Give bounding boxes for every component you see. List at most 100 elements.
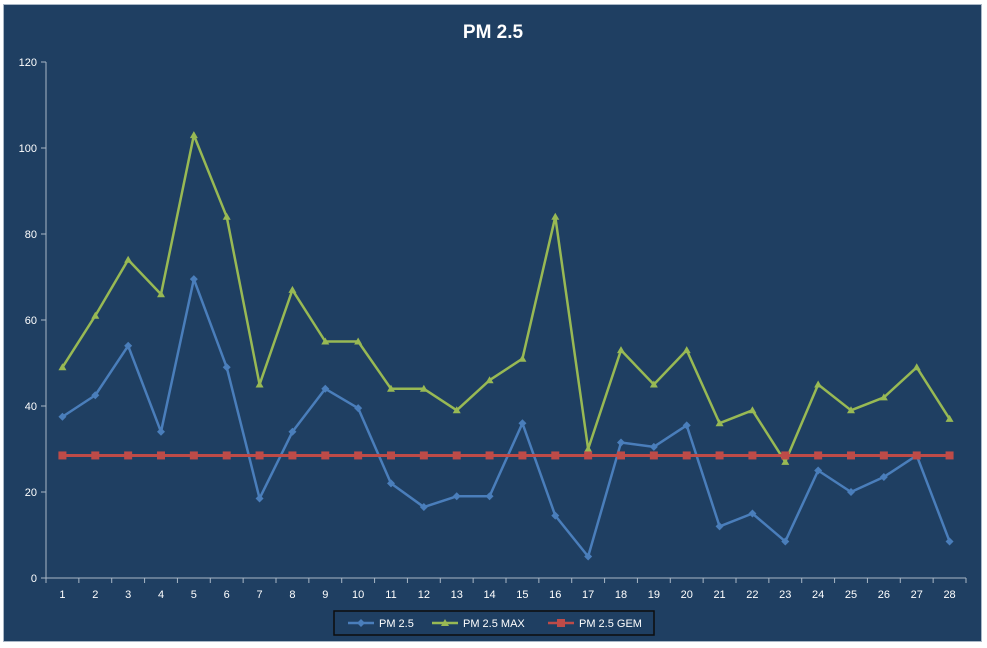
data-point [387, 451, 395, 460]
data-point [288, 427, 297, 436]
data-point [584, 552, 593, 561]
y-tick-label: 100 [19, 143, 37, 155]
data-point [518, 354, 527, 362]
data-point [189, 131, 198, 139]
x-tick-label: 11 [385, 589, 396, 601]
data-point [584, 451, 593, 460]
data-point [189, 451, 198, 460]
data-point [551, 212, 560, 220]
legend-label: PM 2.5 MAX [463, 618, 525, 630]
series-1 [58, 275, 954, 561]
data-point [124, 451, 133, 460]
data-point [419, 451, 428, 460]
data-point [649, 442, 658, 451]
data-point [58, 412, 67, 421]
data-point [781, 457, 790, 465]
data-point [682, 421, 691, 430]
x-tick-label: 6 [224, 589, 230, 601]
data-point [91, 451, 100, 460]
data-point [354, 404, 363, 413]
y-tick-label: 120 [19, 57, 37, 69]
data-point [387, 384, 395, 392]
data-point [584, 445, 593, 452]
legend-entry: PM 2.5 GEM [548, 618, 642, 630]
data-point [715, 522, 724, 531]
data-point [124, 255, 133, 263]
data-point [748, 451, 757, 460]
data-point [617, 451, 625, 460]
legend-box [333, 610, 655, 636]
x-tick-label: 13 [451, 589, 463, 601]
data-point [682, 451, 691, 460]
x-tick-label: 1 [59, 589, 65, 601]
chart-title: PM 2.5 [463, 22, 524, 43]
data-point [288, 285, 297, 293]
x-tick-label: 26 [878, 589, 890, 601]
data-point [617, 438, 625, 447]
x-tick-label: 20 [681, 589, 693, 601]
x-tick-label: 24 [812, 589, 824, 601]
data-point [222, 451, 231, 460]
x-tick-label: 21 [713, 589, 725, 601]
data-point [879, 393, 888, 401]
series-line [61, 133, 951, 464]
legend-swatch-marker [557, 619, 565, 627]
data-point [748, 406, 757, 414]
data-point [682, 346, 691, 354]
x-tick-label: 5 [191, 589, 197, 601]
data-point [781, 451, 790, 460]
legend-label: PM 2.5 GEM [579, 618, 642, 630]
data-point [649, 380, 658, 388]
x-tick-label: 12 [418, 589, 430, 601]
x-tick-label: 8 [289, 589, 295, 601]
data-point [91, 311, 100, 319]
data-point [157, 290, 165, 298]
x-tick-label: 27 [911, 589, 923, 601]
x-tick-label: 10 [352, 589, 364, 601]
x-tick-label: 16 [549, 589, 561, 601]
data-point [748, 509, 757, 518]
data-point [124, 341, 133, 350]
data-point [91, 391, 100, 400]
series-2 [58, 131, 954, 465]
data-point [419, 384, 428, 392]
legend-swatch-marker [357, 619, 365, 627]
data-point [485, 492, 494, 501]
data-point [452, 492, 461, 501]
data-point [485, 376, 494, 384]
x-tick-label: 3 [125, 589, 131, 601]
data-point [255, 451, 264, 460]
legend-entry: PM 2.5 MAX [432, 618, 525, 630]
data-point [518, 419, 527, 428]
x-tick-label: 4 [158, 589, 164, 601]
series-layer [58, 131, 954, 561]
data-point [551, 451, 560, 460]
data-point [58, 451, 67, 460]
y-tick-label: 80 [25, 229, 37, 241]
data-point [551, 511, 560, 520]
legend-swatch-marker [441, 619, 449, 626]
data-point [945, 451, 954, 460]
data-point [222, 363, 231, 372]
series-line [61, 277, 951, 558]
data-point [617, 346, 625, 354]
legend-label: PM 2.5 [379, 618, 414, 630]
x-tick-label: 28 [943, 589, 955, 601]
data-point [847, 451, 855, 460]
data-point [715, 451, 724, 460]
y-tick-label: 0 [31, 573, 37, 585]
legend-entry: PM 2.5 [348, 618, 414, 630]
data-point [945, 537, 954, 546]
x-tick-label: 23 [779, 589, 791, 601]
data-point [518, 451, 527, 460]
x-tick-label: 2 [92, 589, 98, 601]
data-point [222, 212, 231, 220]
data-point [814, 380, 823, 388]
data-point [354, 337, 363, 345]
data-point [912, 451, 921, 460]
data-point [157, 427, 165, 436]
x-tick-label: 14 [483, 589, 495, 601]
legend: PM 2.5 PM 2.5 MAX PM 2.5 GEM [333, 610, 655, 636]
x-tick-label: 18 [615, 589, 627, 601]
